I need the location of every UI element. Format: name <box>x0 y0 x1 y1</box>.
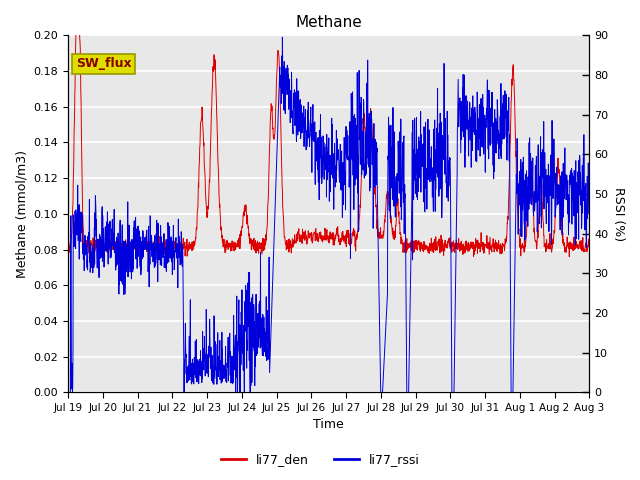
Y-axis label: RSSI (%): RSSI (%) <box>612 187 625 241</box>
Legend: li77_den, li77_rssi: li77_den, li77_rssi <box>216 448 424 471</box>
Text: SW_flux: SW_flux <box>76 58 131 71</box>
X-axis label: Time: Time <box>314 419 344 432</box>
Title: Methane: Methane <box>295 15 362 30</box>
Y-axis label: Methane (mmol/m3): Methane (mmol/m3) <box>15 150 28 278</box>
